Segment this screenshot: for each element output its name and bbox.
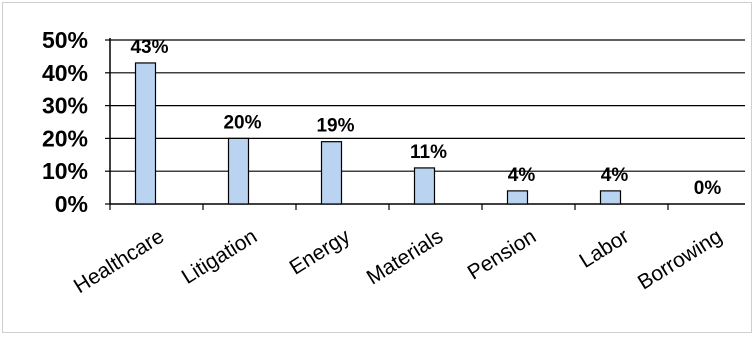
bar-energy (320, 141, 343, 205)
data-label: 0% (694, 178, 722, 199)
y-tick-label: 40% (42, 60, 88, 86)
y-tick-label: 10% (42, 158, 88, 184)
bar-pension (506, 190, 529, 205)
bar-healthcare (134, 62, 157, 205)
chart-frame (2, 2, 752, 333)
x-tick-label: Litigation (178, 225, 261, 289)
x-tick-label: Labor (575, 225, 633, 273)
x-tick-label: Energy (286, 224, 355, 279)
bar-labor (599, 190, 622, 205)
data-label: 19% (316, 116, 354, 137)
x-tick-label: Materials (363, 225, 447, 290)
x-tick-label: Pension (464, 225, 541, 285)
data-label: 43% (130, 37, 168, 58)
bar-materials (413, 167, 436, 205)
bar-litigation (227, 137, 250, 205)
data-label: 20% (223, 112, 261, 133)
data-label: 4% (601, 165, 629, 186)
x-tick-label: Borrowing (634, 225, 726, 295)
y-tick-label: 0% (55, 191, 88, 217)
data-label: 11% (410, 142, 447, 163)
data-label: 4% (508, 165, 536, 186)
y-tick-label: 30% (42, 93, 88, 119)
x-tick-label: Healthcare (70, 225, 168, 298)
y-tick-label: 20% (42, 125, 88, 151)
y-tick-label: 50% (42, 27, 88, 53)
